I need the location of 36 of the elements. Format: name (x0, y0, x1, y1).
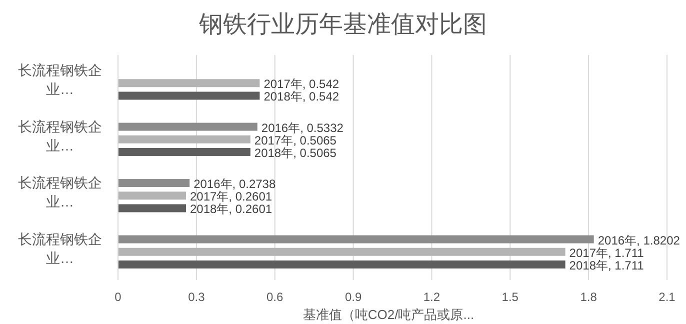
x-tick-label: 0.3 (188, 290, 206, 304)
bar (118, 135, 250, 144)
bar (118, 79, 260, 88)
y-tick-label: 长流程钢铁企业… (18, 62, 102, 98)
x-tick-label: 1.8 (580, 290, 598, 304)
bar (118, 260, 566, 268)
x-tick-label: 1.5 (502, 290, 519, 304)
x-tick-label: 0.9 (344, 290, 362, 304)
x-tick-label: 0.6 (266, 290, 284, 304)
bar (118, 148, 250, 156)
y-tick-label: 长流程钢铁企业… (18, 230, 102, 266)
data-label: 2018年, 0.2601 (190, 202, 272, 216)
x-tick-label: 0 (114, 290, 122, 304)
x-axis-title: 基准值（吨CO2/吨产品或原... (302, 307, 474, 322)
data-label: 2016年, 0.2738 (194, 177, 276, 192)
data-label: 2017年, 0.2601 (190, 190, 272, 204)
y-tick-label: 长流程钢铁企业… (18, 174, 102, 210)
chart-title: 钢铁行业历年基准值对比图 (198, 11, 487, 38)
bar (118, 122, 258, 131)
bar (118, 235, 594, 244)
data-label: 2018年, 0.542 (264, 90, 340, 104)
data-label: 2018年, 1.711 (569, 258, 644, 272)
data-label: 2016年, 1.8202 (598, 233, 680, 248)
x-tick-label: 1.2 (423, 290, 440, 304)
bar (118, 92, 260, 100)
y-tick-label: 长流程钢铁企业… (18, 118, 102, 154)
data-label: 2017年, 1.711 (569, 246, 644, 260)
x-tick-label: 2.1 (658, 290, 676, 304)
bar (118, 248, 566, 256)
data-label: 2018年, 0.5065 (254, 146, 337, 160)
bar (118, 204, 186, 212)
bar (118, 192, 186, 200)
data-label: 2017年, 0.5065 (254, 133, 337, 148)
data-label: 2017年, 0.542 (264, 77, 340, 92)
data-label: 2016年, 0.5332 (261, 120, 344, 135)
bar (118, 179, 190, 188)
